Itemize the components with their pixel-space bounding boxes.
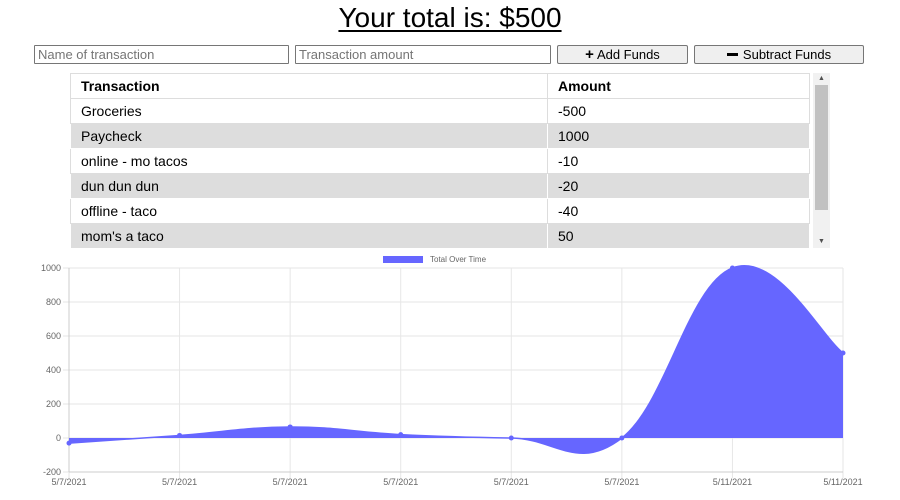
transaction-amount: -20 bbox=[547, 173, 810, 199]
transaction-amount-input[interactable] bbox=[295, 45, 551, 64]
table-scrollbar[interactable]: ▲ ▼ bbox=[813, 73, 830, 248]
table-header-row: Transaction Amount bbox=[70, 73, 810, 99]
transaction-name: dun dun dun bbox=[70, 173, 548, 199]
subtract-funds-label: Subtract Funds bbox=[742, 47, 832, 62]
transaction-name: offline - taco bbox=[70, 198, 548, 224]
transaction-amount: 1000 bbox=[547, 123, 810, 149]
data-point bbox=[840, 350, 846, 356]
x-tick-label: 5/7/2021 bbox=[162, 477, 197, 487]
transaction-name: Paycheck bbox=[70, 123, 548, 149]
plus-icon: + bbox=[585, 46, 594, 63]
minus-icon bbox=[726, 53, 738, 56]
total-over-time-chart: -200 0 200 400 600 800 1000 5/7/2021 5/7/2021 5/7… bbox=[41, 255, 863, 487]
transaction-name: mom's a taco bbox=[70, 223, 548, 248]
transaction-amount: 50 bbox=[547, 223, 810, 248]
legend-label: Total Over Time bbox=[430, 255, 487, 264]
table-row: mom's a taco 50 bbox=[70, 223, 810, 248]
subtract-funds-button[interactable]: Subtract Funds bbox=[694, 45, 864, 64]
transaction-amount: -10 bbox=[547, 148, 810, 174]
transaction-name: online - mo tacos bbox=[70, 148, 548, 174]
transactions-table-container: Transaction Amount Groceries -500 Payche… bbox=[70, 73, 830, 248]
series-area bbox=[69, 265, 843, 454]
x-tick-label: 5/7/2021 bbox=[383, 477, 418, 487]
y-tick-label: 800 bbox=[46, 297, 61, 307]
y-tick-label: -200 bbox=[43, 467, 61, 477]
transaction-amount: -500 bbox=[547, 98, 810, 124]
data-point bbox=[66, 440, 72, 446]
x-tick-label: 5/7/2021 bbox=[273, 477, 308, 487]
transaction-name-input[interactable] bbox=[34, 45, 289, 64]
x-tick-label: 5/11/2021 bbox=[713, 477, 752, 487]
transactions-table: Transaction Amount Groceries -500 Payche… bbox=[70, 73, 810, 248]
transaction-name: Groceries bbox=[70, 98, 548, 124]
column-header-amount: Amount bbox=[547, 73, 810, 99]
y-tick-label: 400 bbox=[46, 365, 61, 375]
data-point bbox=[287, 424, 293, 430]
x-tick-label: 5/7/2021 bbox=[604, 477, 639, 487]
transaction-amount: -40 bbox=[547, 198, 810, 224]
data-point bbox=[619, 435, 625, 441]
legend-swatch bbox=[383, 256, 423, 263]
y-tick-label: 200 bbox=[46, 399, 61, 409]
add-funds-label: Add Funds bbox=[596, 47, 660, 62]
table-row: online - mo tacos -10 bbox=[70, 148, 810, 174]
y-tick-label: 600 bbox=[46, 331, 61, 341]
y-tick-label: 0 bbox=[56, 433, 61, 443]
data-point bbox=[177, 432, 183, 438]
table-row: dun dun dun -20 bbox=[70, 173, 810, 199]
column-header-transaction: Transaction bbox=[70, 73, 548, 99]
data-point bbox=[508, 435, 514, 441]
y-tick-label: 1000 bbox=[41, 263, 61, 273]
scroll-down-arrow-icon[interactable]: ▼ bbox=[818, 238, 825, 245]
scrollbar-thumb[interactable] bbox=[815, 85, 828, 210]
total-heading: Your total is: $500 bbox=[0, 2, 900, 36]
scroll-up-arrow-icon[interactable]: ▲ bbox=[818, 75, 825, 82]
add-funds-button[interactable]: + Add Funds bbox=[557, 45, 688, 64]
table-row: Groceries -500 bbox=[70, 98, 810, 124]
total-label: Your total is: $500 bbox=[338, 2, 562, 33]
x-tick-label: 5/7/2021 bbox=[494, 477, 529, 487]
x-tick-label: 5/7/2021 bbox=[51, 477, 86, 487]
table-row: Paycheck 1000 bbox=[70, 123, 810, 149]
table-row: offline - taco -40 bbox=[70, 198, 810, 224]
data-point bbox=[729, 265, 735, 271]
x-tick-label: 5/11/2021 bbox=[823, 477, 862, 487]
data-point bbox=[398, 432, 404, 438]
